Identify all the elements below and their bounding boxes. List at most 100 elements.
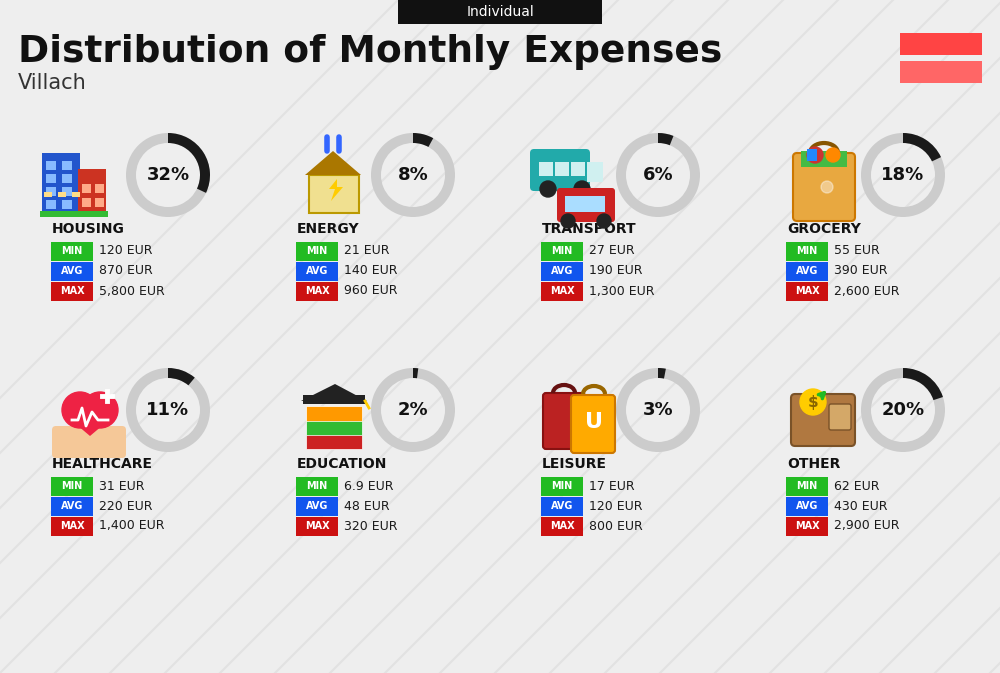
FancyBboxPatch shape [557,188,615,222]
Text: 120 EUR: 120 EUR [99,244,152,258]
FancyBboxPatch shape [541,242,583,260]
Text: MIN: MIN [306,246,328,256]
FancyBboxPatch shape [587,162,603,182]
Circle shape [597,214,611,228]
FancyBboxPatch shape [565,196,605,212]
Text: AVG: AVG [61,501,83,511]
FancyBboxPatch shape [541,476,583,495]
Circle shape [540,181,556,197]
FancyBboxPatch shape [541,497,583,516]
FancyBboxPatch shape [51,281,93,301]
FancyBboxPatch shape [303,395,365,404]
Text: 2%: 2% [398,401,428,419]
Text: 32%: 32% [146,166,190,184]
Text: $: $ [808,394,818,409]
FancyBboxPatch shape [786,242,828,260]
FancyBboxPatch shape [40,211,108,217]
Text: MIN: MIN [61,481,83,491]
Circle shape [800,389,826,415]
FancyBboxPatch shape [296,497,338,516]
Text: OTHER: OTHER [787,457,840,471]
Text: ENERGY: ENERGY [297,222,360,236]
Text: 5,800 EUR: 5,800 EUR [99,285,165,297]
FancyBboxPatch shape [309,175,359,213]
Text: MIN: MIN [551,246,573,256]
FancyBboxPatch shape [51,497,93,516]
FancyBboxPatch shape [62,174,72,183]
FancyBboxPatch shape [807,149,817,161]
Text: MIN: MIN [551,481,573,491]
Circle shape [826,148,840,162]
Text: EDUCATION: EDUCATION [297,457,387,471]
Wedge shape [168,133,210,193]
Circle shape [82,392,118,428]
FancyBboxPatch shape [296,281,338,301]
FancyBboxPatch shape [541,281,583,301]
Text: 870 EUR: 870 EUR [99,264,153,277]
Text: 62 EUR: 62 EUR [834,479,880,493]
Text: 140 EUR: 140 EUR [344,264,398,277]
Circle shape [561,214,575,228]
FancyBboxPatch shape [786,281,828,301]
FancyBboxPatch shape [530,149,590,191]
Text: MAX: MAX [305,521,329,531]
FancyBboxPatch shape [306,406,362,421]
FancyBboxPatch shape [541,516,583,536]
Text: MAX: MAX [795,286,819,296]
Text: AVG: AVG [306,266,328,276]
FancyBboxPatch shape [829,404,851,430]
Text: 3%: 3% [643,401,673,419]
FancyBboxPatch shape [571,395,615,453]
Text: 190 EUR: 190 EUR [589,264,642,277]
Wedge shape [616,133,700,217]
FancyBboxPatch shape [296,516,338,536]
Text: HOUSING: HOUSING [52,222,125,236]
Wedge shape [658,368,666,379]
Text: 2,900 EUR: 2,900 EUR [834,520,900,532]
FancyBboxPatch shape [306,420,362,435]
FancyBboxPatch shape [801,151,847,167]
FancyBboxPatch shape [51,476,93,495]
Text: MAX: MAX [550,286,574,296]
Polygon shape [301,384,367,401]
Text: AVG: AVG [306,501,328,511]
Polygon shape [305,151,361,175]
Text: 55 EUR: 55 EUR [834,244,880,258]
Text: MAX: MAX [305,286,329,296]
FancyBboxPatch shape [78,169,106,215]
FancyBboxPatch shape [51,242,93,260]
FancyBboxPatch shape [58,192,66,197]
Wedge shape [126,368,210,452]
Text: 8%: 8% [398,166,428,184]
Polygon shape [64,414,116,436]
FancyBboxPatch shape [51,262,93,281]
FancyBboxPatch shape [72,192,80,197]
Text: MIN: MIN [306,481,328,491]
Text: MIN: MIN [796,481,818,491]
FancyBboxPatch shape [42,153,80,215]
Text: 6%: 6% [643,166,673,184]
Text: 20%: 20% [881,401,925,419]
Circle shape [807,147,823,163]
FancyBboxPatch shape [51,516,93,536]
Wedge shape [371,133,455,217]
FancyBboxPatch shape [900,61,982,83]
FancyBboxPatch shape [398,0,602,24]
Text: 27 EUR: 27 EUR [589,244,635,258]
Wedge shape [126,133,210,217]
FancyBboxPatch shape [793,153,855,221]
Text: LEISURE: LEISURE [542,457,607,471]
Text: U: U [585,412,603,432]
Wedge shape [168,368,195,386]
Text: MIN: MIN [796,246,818,256]
Text: 220 EUR: 220 EUR [99,499,152,513]
Circle shape [574,181,590,197]
FancyBboxPatch shape [95,198,104,207]
Text: AVG: AVG [551,266,573,276]
Text: Individual: Individual [466,5,534,19]
FancyBboxPatch shape [571,162,585,176]
Circle shape [821,181,833,193]
FancyBboxPatch shape [82,184,91,193]
FancyBboxPatch shape [46,161,56,170]
Text: MAX: MAX [60,521,84,531]
